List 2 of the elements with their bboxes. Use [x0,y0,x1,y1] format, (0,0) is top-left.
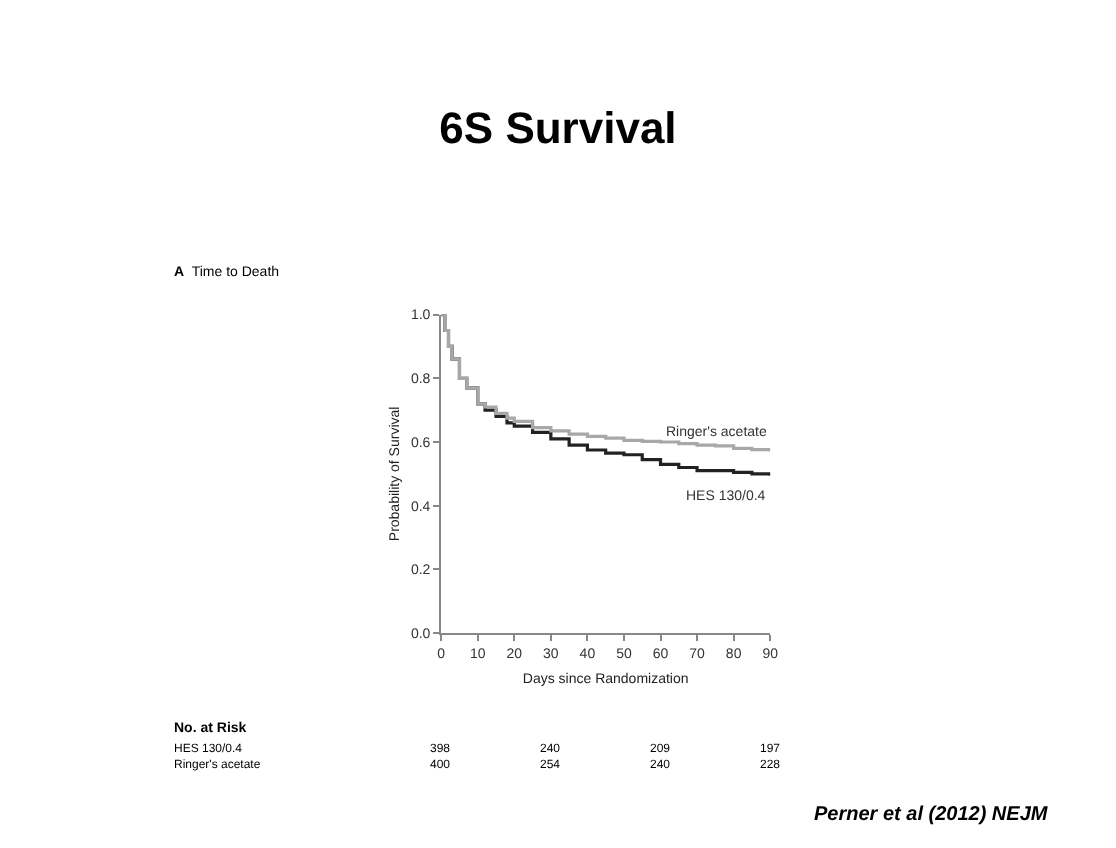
chart-title: 6S Survival [439,102,677,153]
text: Perner et al (2012) NEJM [814,804,1049,826]
